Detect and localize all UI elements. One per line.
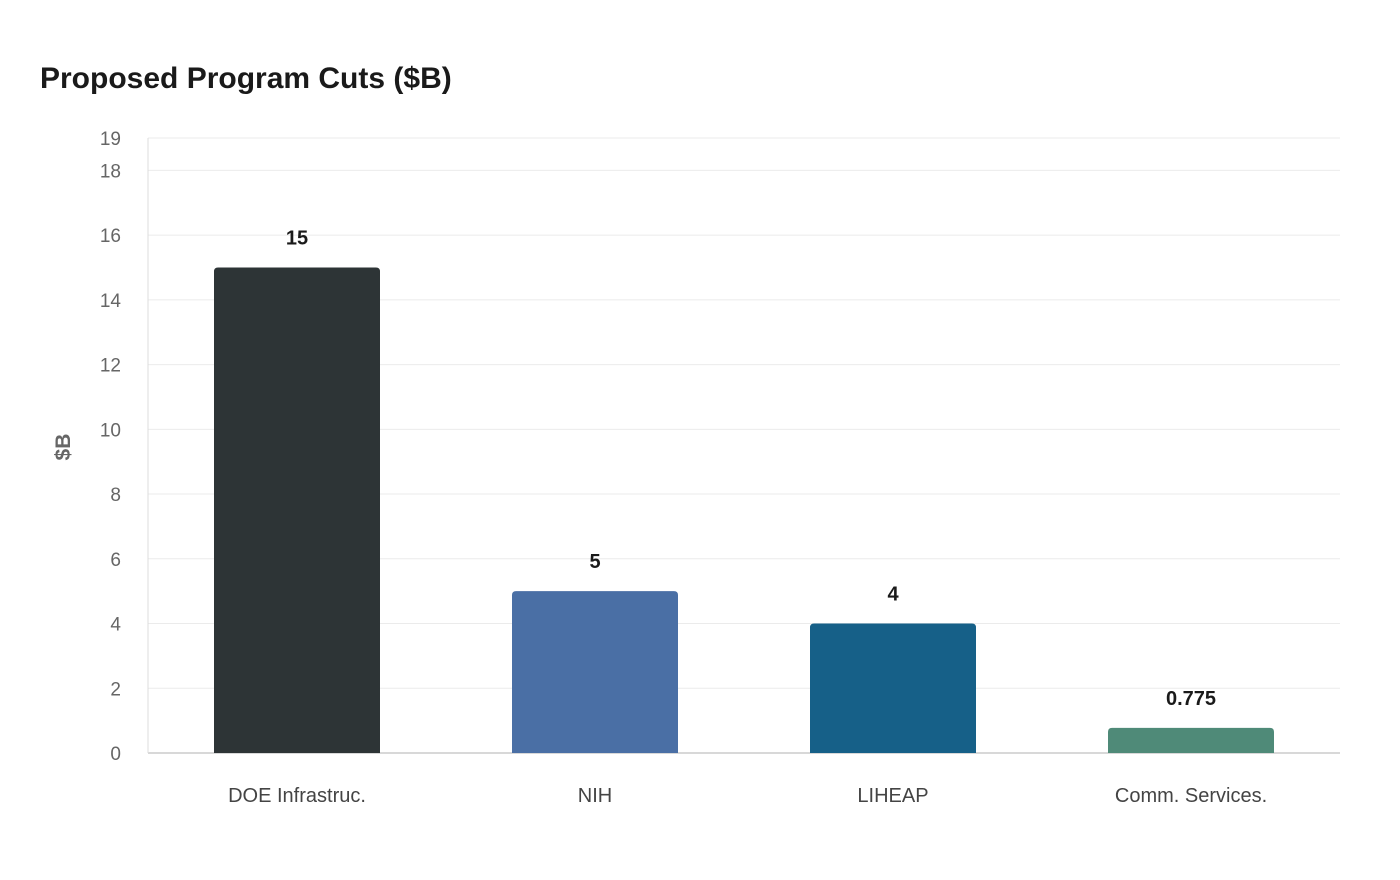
x-tick-label: LIHEAP <box>857 785 928 807</box>
y-tick-label: 14 <box>100 291 122 312</box>
y-axis-label: $B <box>52 434 75 461</box>
data-label: 5 <box>589 551 600 573</box>
y-tick-label: 4 <box>110 615 121 636</box>
x-tick-label: Comm. Services. <box>1115 785 1267 807</box>
y-tick-label: 10 <box>100 420 121 441</box>
data-label: 4 <box>887 584 899 606</box>
y-tick-label: 16 <box>100 226 121 247</box>
x-tick-label: DOE Infrastruc. <box>228 785 366 807</box>
chart-title: Proposed Program Cuts ($B) <box>40 62 452 95</box>
bar <box>512 591 678 753</box>
data-label: 0.775 <box>1166 688 1216 710</box>
y-tick-label: 6 <box>110 550 121 571</box>
y-tick-label: 19 <box>100 129 121 150</box>
y-tick-label: 8 <box>110 485 121 506</box>
y-tick-label: 18 <box>100 161 121 182</box>
y-tick-label: 2 <box>110 679 121 700</box>
y-tick-label: 12 <box>100 356 121 377</box>
y-tick-label: 0 <box>110 744 121 765</box>
bar <box>1108 727 1274 753</box>
data-label: 15 <box>286 227 308 249</box>
bar <box>810 623 976 753</box>
x-tick-label: NIH <box>578 785 612 807</box>
bar <box>214 267 380 753</box>
